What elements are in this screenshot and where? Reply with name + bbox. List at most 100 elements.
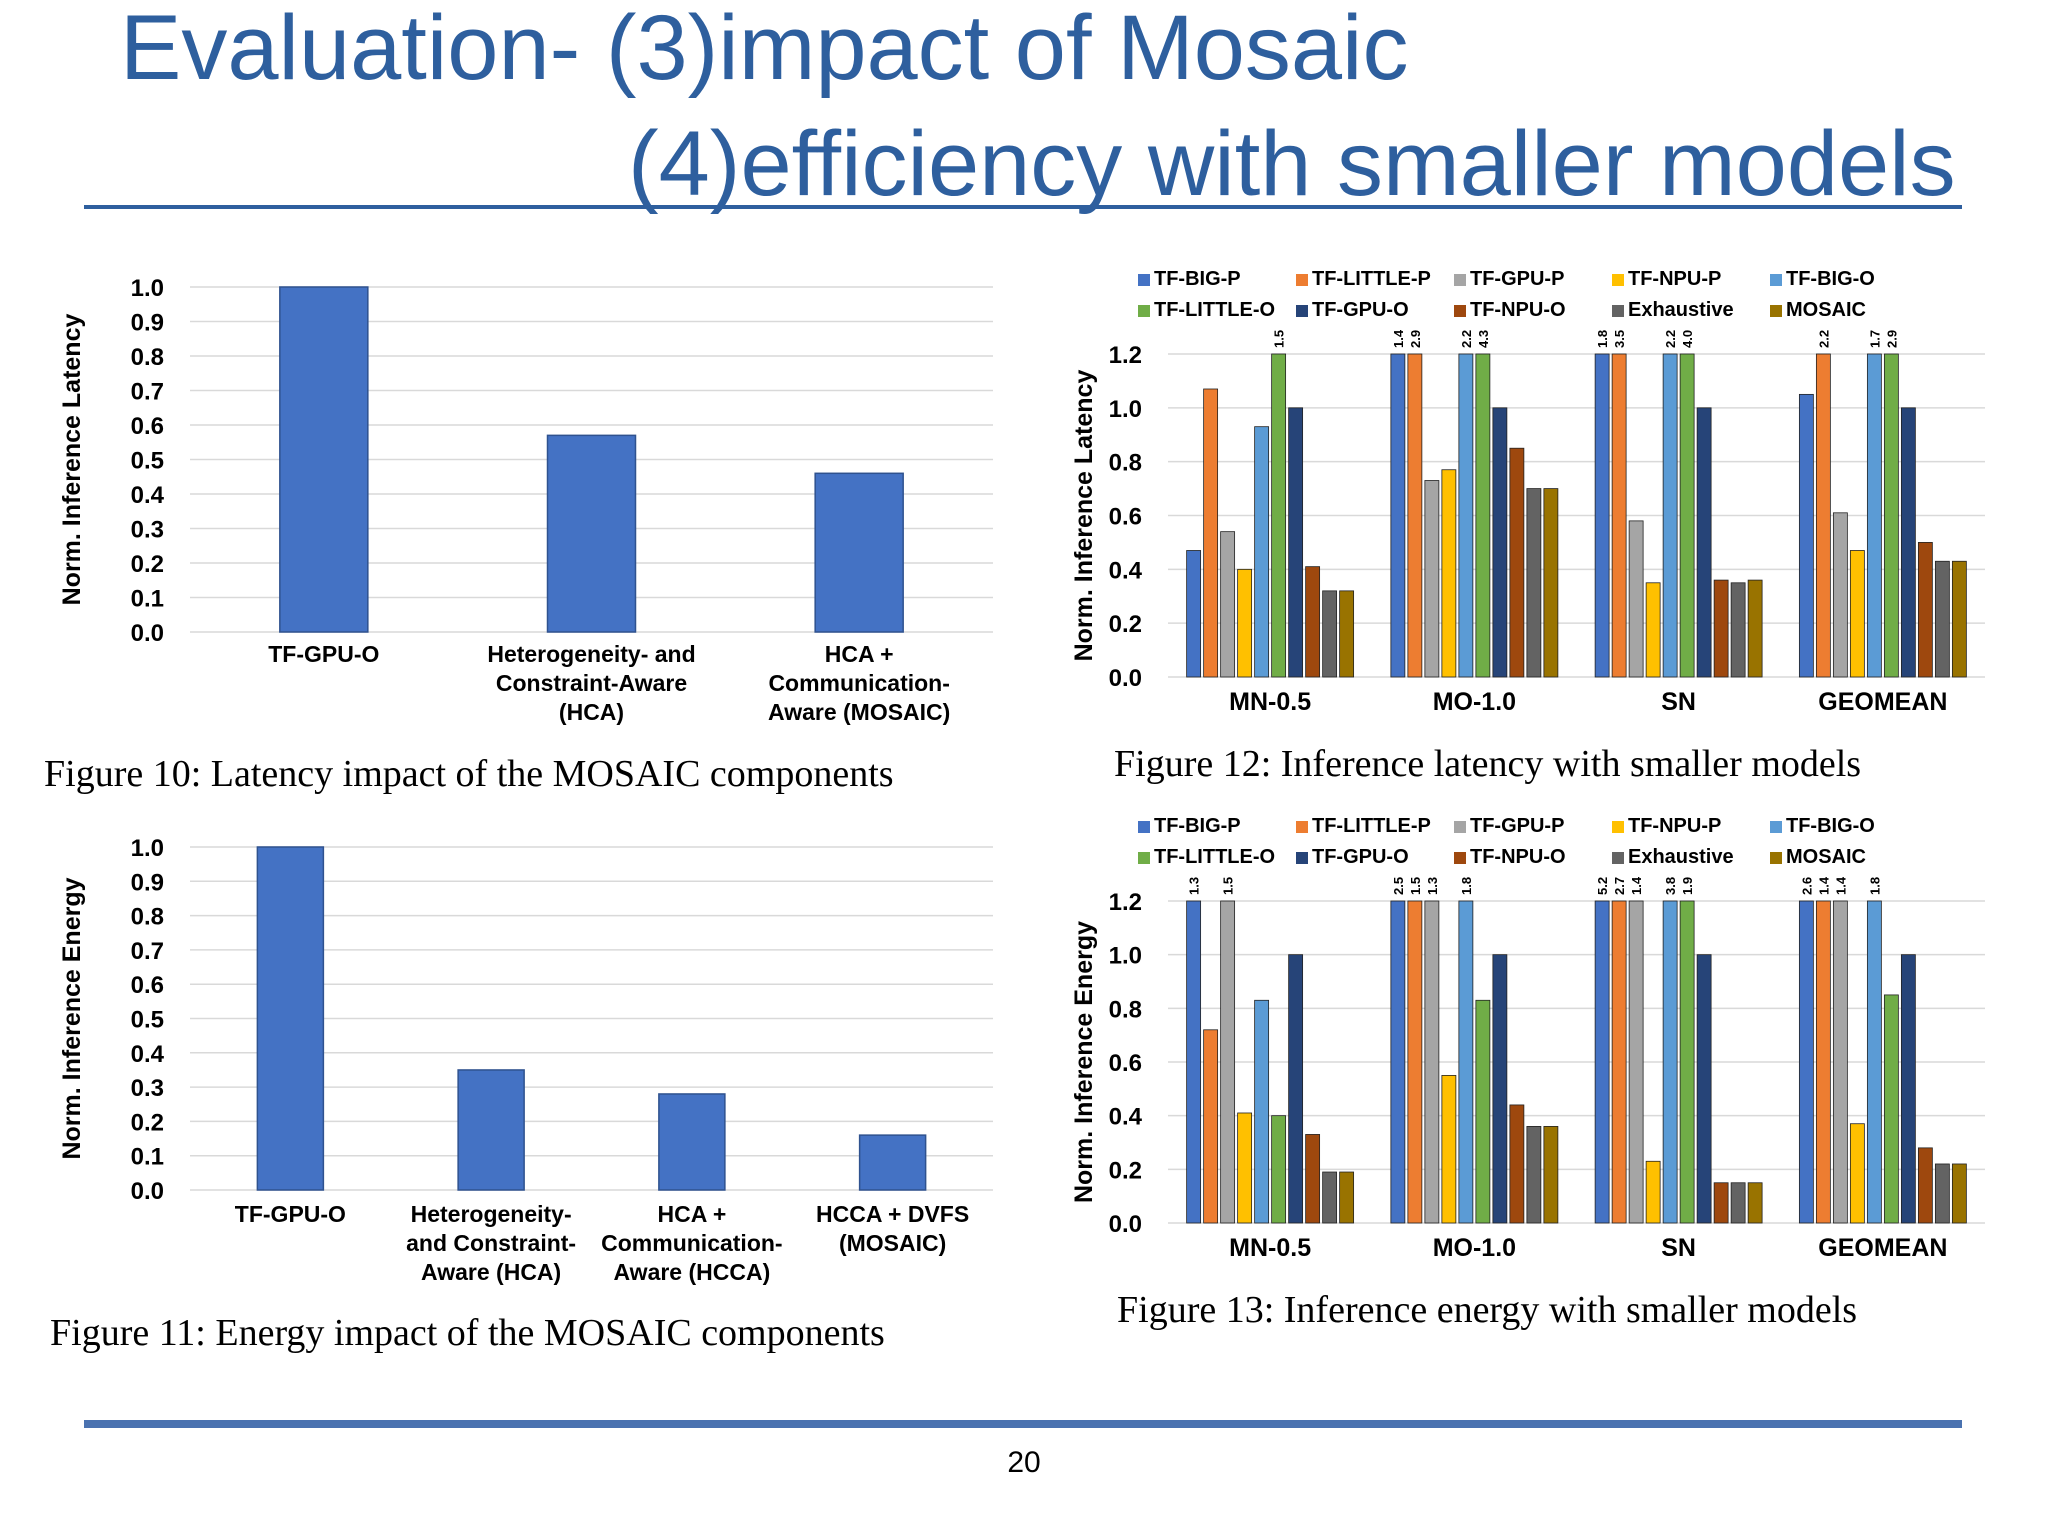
fig11-bar bbox=[256, 846, 325, 1191]
fig13-bar bbox=[1543, 1126, 1559, 1224]
fig13-category-label: MO-1.0 bbox=[1433, 1234, 1516, 1262]
slide-title-line-1: Evaluation- (3)impact of Mosaic bbox=[120, 0, 1409, 99]
caption-fig13: Figure 13: Inference energy with smaller… bbox=[1117, 1289, 1858, 1331]
fig13-data-label: 1.3 bbox=[1187, 877, 1202, 895]
legend-label: TF-NPU-P bbox=[1628, 268, 1722, 290]
fig12-bar bbox=[1339, 590, 1355, 678]
fig10-category-label: HCA + bbox=[825, 641, 894, 667]
legend-swatch bbox=[1770, 273, 1782, 286]
fig12-bar bbox=[1917, 542, 1933, 678]
legend-swatch bbox=[1612, 851, 1624, 864]
chart-fig12-latency-smaller-models: 0.0 0.2 0.4 0.6 0.8 1.0 1.2 Norm. Inference Lat… bbox=[1070, 329, 1985, 716]
fig12-ytick-label: 0.2 bbox=[1109, 611, 1142, 638]
fig13-ytick-label: 0.4 bbox=[1109, 1104, 1143, 1131]
fig13-ytick-label: 0.8 bbox=[1109, 996, 1142, 1023]
fig13-y-axis-label: Norm. Inference Energy bbox=[1070, 921, 1098, 1203]
fig12-bar bbox=[1407, 353, 1423, 678]
fig12-bar bbox=[1322, 590, 1338, 678]
fig12-bar bbox=[1645, 582, 1661, 678]
fig13-data-label: 1.4 bbox=[1833, 876, 1848, 895]
fig10-ytick-label: 1.0 bbox=[131, 275, 164, 302]
legend-label: TF-GPU-O bbox=[1312, 846, 1409, 868]
fig12-data-label: 1.5 bbox=[1272, 330, 1287, 348]
fig12-data-label: 1.4 bbox=[1391, 329, 1406, 348]
fig12-ytick-label: 1.0 bbox=[1109, 396, 1142, 423]
chart-fig10-latency-impact: 0.0 0.1 0.2 0.3 0.4 0.5 0.6 0.7 0.8 0.9 1.0 Norm. I… bbox=[58, 275, 993, 725]
fig12-bar bbox=[1696, 407, 1712, 678]
fig12-category-label: GEOMEAN bbox=[1818, 688, 1947, 716]
fig12-bar bbox=[1611, 353, 1627, 678]
legend-label: TF-GPU-O bbox=[1312, 299, 1409, 321]
fig12-bar bbox=[1883, 353, 1899, 678]
fig12-bar bbox=[1220, 531, 1236, 678]
legend-item: TF-GPU-O bbox=[1296, 299, 1409, 322]
fig13-ytick-label: 1.2 bbox=[1109, 889, 1142, 916]
legend-item: TF-LITTLE-P bbox=[1296, 268, 1431, 291]
fig10-category-label: Aware (MOSAIC) bbox=[768, 699, 950, 725]
legend-item: TF-NPU-P bbox=[1612, 815, 1721, 838]
fig13-bar bbox=[1849, 1123, 1865, 1224]
caption-fig10: Figure 10: Latency impact of the MOSAIC … bbox=[44, 753, 894, 795]
title-underline bbox=[84, 205, 1962, 209]
legend-label: TF-LITTLE-O bbox=[1154, 299, 1276, 321]
fig13-bar bbox=[1407, 900, 1423, 1224]
fig13-bar bbox=[1220, 900, 1236, 1224]
fig12-bar bbox=[1509, 447, 1525, 678]
legend-item: Exhaustive bbox=[1612, 299, 1734, 322]
legend-label: TF-NPU-O bbox=[1470, 846, 1566, 868]
fig11-ytick-label: 1.0 bbox=[131, 835, 164, 862]
fig10-bar bbox=[546, 434, 637, 633]
fig13-bar bbox=[1339, 1171, 1355, 1224]
legend-item: TF-NPU-O bbox=[1454, 299, 1566, 322]
fig13-bar bbox=[1594, 900, 1610, 1224]
fig13-bar bbox=[1305, 1134, 1321, 1224]
fig11-ytick-label: 0.1 bbox=[131, 1144, 164, 1171]
fig12-bar bbox=[1203, 388, 1219, 678]
fig13-data-label: 1.9 bbox=[1680, 877, 1695, 895]
fig13-bar bbox=[1526, 1126, 1542, 1224]
caption-fig11: Figure 11: Energy impact of the MOSAIC c… bbox=[50, 1312, 885, 1354]
fig10-ytick-label: 0.5 bbox=[131, 448, 164, 475]
fig12-category-label: SN bbox=[1661, 688, 1696, 716]
legend-item: TF-BIG-P bbox=[1138, 268, 1241, 291]
fig11-category-label: Heterogeneity- bbox=[411, 1201, 572, 1227]
fig13-category-label: GEOMEAN bbox=[1818, 1234, 1947, 1262]
legend-swatch bbox=[1454, 304, 1466, 317]
legend-item: TF-BIG-P bbox=[1138, 815, 1241, 838]
fig12-bar bbox=[1186, 550, 1202, 678]
fig13-bar bbox=[1934, 1163, 1950, 1224]
legend-swatch bbox=[1138, 273, 1150, 286]
fig13-bar bbox=[1900, 954, 1916, 1224]
fig13-bar bbox=[1509, 1104, 1525, 1224]
fig13-data-label: 1.4 bbox=[1816, 876, 1831, 895]
fig12-bar bbox=[1730, 582, 1746, 678]
legend-label: Exhaustive bbox=[1628, 846, 1734, 868]
fig11-ytick-label: 0.4 bbox=[131, 1041, 165, 1068]
fig11-bar bbox=[457, 1069, 525, 1191]
fig12-bar bbox=[1441, 469, 1457, 678]
fig12-bar bbox=[1866, 353, 1882, 678]
legend-label: MOSAIC bbox=[1786, 299, 1866, 321]
legend-label: TF-LITTLE-P bbox=[1312, 268, 1431, 290]
legend-swatch bbox=[1296, 851, 1308, 864]
fig13-bar bbox=[1832, 900, 1848, 1224]
fig12-data-label: 2.9 bbox=[1884, 330, 1899, 348]
fig12-bar bbox=[1237, 568, 1253, 678]
fig13-bar bbox=[1458, 900, 1474, 1224]
legend-swatch bbox=[1770, 304, 1782, 317]
fig12-ytick-label: 0.0 bbox=[1109, 665, 1142, 692]
fig12-bar bbox=[1747, 579, 1763, 678]
fig13-bar bbox=[1186, 900, 1202, 1224]
fig11-ytick-label: 0.5 bbox=[131, 1007, 164, 1034]
legend-label: TF-LITTLE-O bbox=[1154, 846, 1276, 868]
legend-label: TF-NPU-O bbox=[1470, 299, 1566, 321]
fig12-bar bbox=[1815, 353, 1831, 678]
fig13-ytick-label: 0.2 bbox=[1109, 1157, 1142, 1184]
legend-label: TF-GPU-P bbox=[1470, 815, 1565, 837]
fig13-bar bbox=[1203, 1029, 1219, 1224]
caption-fig12: Figure 12: Inference latency with smalle… bbox=[1114, 743, 1862, 785]
legend-item: MOSAIC bbox=[1770, 299, 1866, 322]
legend-swatch bbox=[1770, 820, 1782, 833]
fig13-category-label: MN-0.5 bbox=[1229, 1234, 1311, 1262]
legend-swatch bbox=[1454, 273, 1466, 286]
